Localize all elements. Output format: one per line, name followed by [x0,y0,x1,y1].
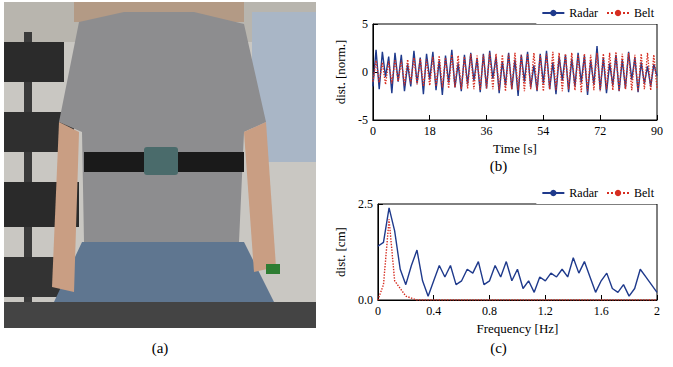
svg-text:dist. [norm.]: dist. [norm.] [333,40,348,105]
svg-text:0: 0 [370,124,376,138]
svg-text:0.8: 0.8 [482,304,497,318]
svg-text:Radar: Radar [569,186,598,200]
svg-text:0.0: 0.0 [358,293,373,307]
svg-text:Time [s]: Time [s] [493,141,537,156]
svg-text:Belt: Belt [634,186,655,200]
svg-text:54: 54 [537,124,549,138]
svg-text:0.4: 0.4 [426,304,441,318]
svg-text:2.5: 2.5 [358,197,373,211]
html-text:(b): (b) [489,158,508,174]
svg-text:18: 18 [424,124,436,138]
svg-text:-5: -5 [358,113,368,127]
svg-text:36: 36 [481,124,493,138]
svg-text:Belt: Belt [634,6,655,20]
svg-text:0: 0 [362,65,368,79]
svg-text:1.6: 1.6 [594,304,609,318]
svg-text:90: 90 [651,124,663,138]
svg-text:dist. [cm]: dist. [cm] [333,227,348,277]
html-text:(a): (a) [151,340,169,356]
svg-text:Radar: Radar [569,6,598,20]
svg-text:Frequency [Hz]: Frequency [Hz] [476,321,558,336]
svg-text:1.2: 1.2 [538,304,553,318]
html-text:(c): (c) [490,340,507,356]
svg-text:72: 72 [594,124,606,138]
svg-text:2: 2 [654,304,660,318]
svg-text:0: 0 [375,304,381,318]
svg-text:5: 5 [362,17,368,31]
